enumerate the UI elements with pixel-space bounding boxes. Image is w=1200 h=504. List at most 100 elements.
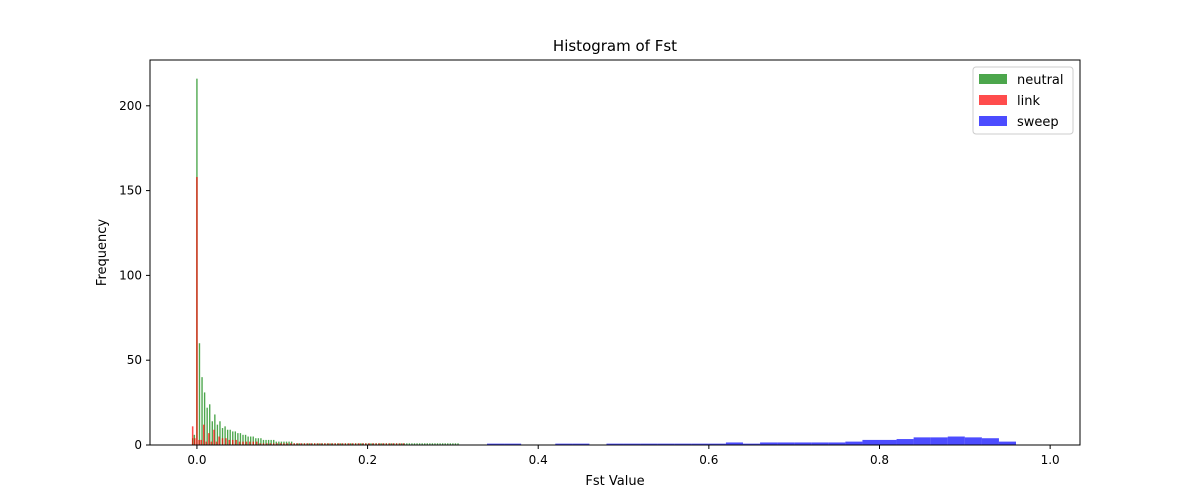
neutral-bar-88 — [416, 443, 418, 445]
y-tick-label-4: 200 — [119, 99, 142, 113]
neutral-bar-103 — [454, 443, 457, 445]
neutral-bar-54 — [329, 443, 331, 445]
neutral-bar-6 — [206, 407, 208, 445]
link-bar-40 — [317, 443, 319, 445]
sweep-bar-14 — [777, 442, 795, 445]
neutral-bar-31 — [270, 439, 272, 445]
link-bar-43 — [327, 443, 330, 445]
link-bar-21 — [252, 441, 255, 445]
neutral-bar-97 — [439, 443, 441, 445]
neutral-bar-57 — [337, 443, 339, 445]
neutral-bar-37 — [285, 441, 288, 445]
neutral-bar-79 — [393, 443, 395, 445]
neutral-bar-77 — [388, 443, 390, 445]
link-bar-30 — [283, 443, 285, 445]
y-axis-label: Frequency — [95, 219, 110, 286]
link-bar-45 — [334, 443, 336, 445]
sweep-bar-8 — [674, 443, 692, 445]
link-bar-31 — [286, 443, 289, 445]
y-tick-label-3: 150 — [119, 184, 142, 198]
link-bar-26 — [269, 443, 272, 445]
link-bar-52 — [358, 443, 360, 445]
neutral-bar-25 — [255, 438, 257, 445]
neutral-bar-16 — [232, 431, 234, 445]
x-tick-label-2: 0.4 — [529, 453, 548, 467]
sweep-bar-5 — [623, 443, 641, 445]
neutral-bar-90 — [421, 443, 423, 445]
sweep-bar-21 — [896, 439, 914, 445]
neutral-bar-24 — [252, 436, 254, 445]
neutral-bar-63 — [352, 443, 354, 445]
link-bar-53 — [361, 443, 364, 445]
sweep-bar-6 — [640, 443, 658, 445]
link-bar-0 — [191, 426, 194, 445]
neutral-bar-98 — [441, 443, 444, 445]
neutral-bar-30 — [267, 439, 270, 445]
neutral-bar-55 — [331, 443, 334, 445]
link-bar-51 — [354, 443, 357, 445]
legend: neutral link sweep — [972, 66, 1074, 135]
neutral-bar-9 — [214, 414, 216, 445]
neutral-bar-84 — [406, 443, 408, 445]
neutral-bar-49 — [316, 443, 318, 445]
link-bar-13 — [225, 438, 227, 445]
series-link — [191, 177, 405, 445]
neutral-bar-33 — [275, 441, 277, 445]
plot-frame — [149, 59, 1081, 446]
link-bar-12 — [221, 438, 224, 445]
neutral-bar-85 — [408, 443, 411, 445]
link-bar-25 — [266, 443, 268, 445]
sweep-bar-18 — [845, 441, 863, 445]
link-bar-1 — [194, 438, 196, 445]
sweep-bar-26 — [981, 438, 999, 445]
neutral-bar-12 — [221, 428, 224, 445]
legend-label-sweep: sweep — [1017, 115, 1059, 130]
neutral-bar-10 — [216, 424, 219, 445]
neutral-bar-7 — [209, 404, 211, 445]
neutral-bar-13 — [224, 426, 226, 445]
link-bar-50 — [351, 443, 353, 445]
link-bar-14 — [228, 439, 231, 445]
neutral-bar-11 — [219, 421, 221, 445]
neutral-bar-69 — [367, 443, 370, 445]
x-tick-label-3: 0.6 — [699, 453, 718, 467]
sweep-bar-15 — [794, 442, 812, 445]
neutral-bar-38 — [288, 441, 290, 445]
link-bar-39 — [313, 443, 316, 445]
sweep-bar-23 — [930, 437, 948, 445]
link-bar-5 — [202, 424, 205, 445]
neutral-bar-29 — [265, 439, 267, 445]
link-bar-37 — [307, 443, 309, 445]
link-bar-19 — [245, 441, 248, 445]
sweep-bar-27 — [998, 441, 1016, 445]
sweep-bar-12 — [742, 443, 761, 445]
legend-label-link: link — [1017, 94, 1040, 109]
neutral-bar-100 — [447, 443, 449, 445]
link-bar-15 — [231, 439, 234, 445]
link-bar-64 — [399, 443, 401, 445]
sweep-bar-13 — [760, 442, 778, 445]
link-bar-22 — [255, 441, 258, 445]
neutral-bar-70 — [370, 443, 372, 445]
neutral-bar-42 — [298, 443, 300, 445]
x-tick-label-0: 0.0 — [187, 453, 206, 467]
link-bar-29 — [279, 443, 282, 445]
neutral-bar-53 — [326, 443, 329, 445]
link-bar-58 — [378, 443, 381, 445]
sweep-bar-16 — [811, 442, 829, 445]
neutral-bar-4 — [201, 377, 203, 445]
link-bar-10 — [215, 441, 218, 445]
neutral-bar-83 — [403, 443, 405, 445]
neutral-bar-3 — [198, 343, 201, 445]
link-bar-3 — [198, 439, 200, 445]
x-tick-label-4: 0.8 — [870, 453, 889, 467]
neutral-bar-43 — [301, 443, 303, 445]
neutral-bar-39 — [290, 441, 293, 445]
sweep-bar-3 — [572, 443, 590, 445]
link-bar-2 — [196, 177, 198, 445]
neutral-bar-71 — [372, 443, 375, 445]
sweep-bar-1 — [504, 443, 522, 445]
neutral-bar-81 — [398, 443, 400, 445]
sweep-bar-19 — [862, 439, 880, 445]
